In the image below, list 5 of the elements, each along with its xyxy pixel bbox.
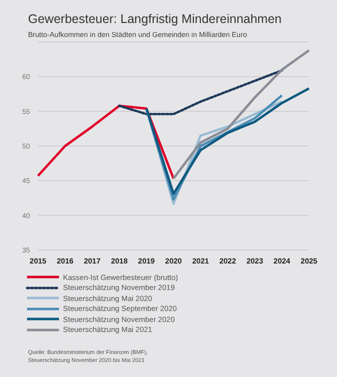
- line-series: [145, 87, 310, 196]
- line-series: [36, 104, 175, 180]
- line-series: [172, 49, 310, 180]
- chart-title: Gewerbesteuer: Langfristig Mindereinnahmen: [28, 12, 282, 26]
- line-series: [118, 69, 284, 116]
